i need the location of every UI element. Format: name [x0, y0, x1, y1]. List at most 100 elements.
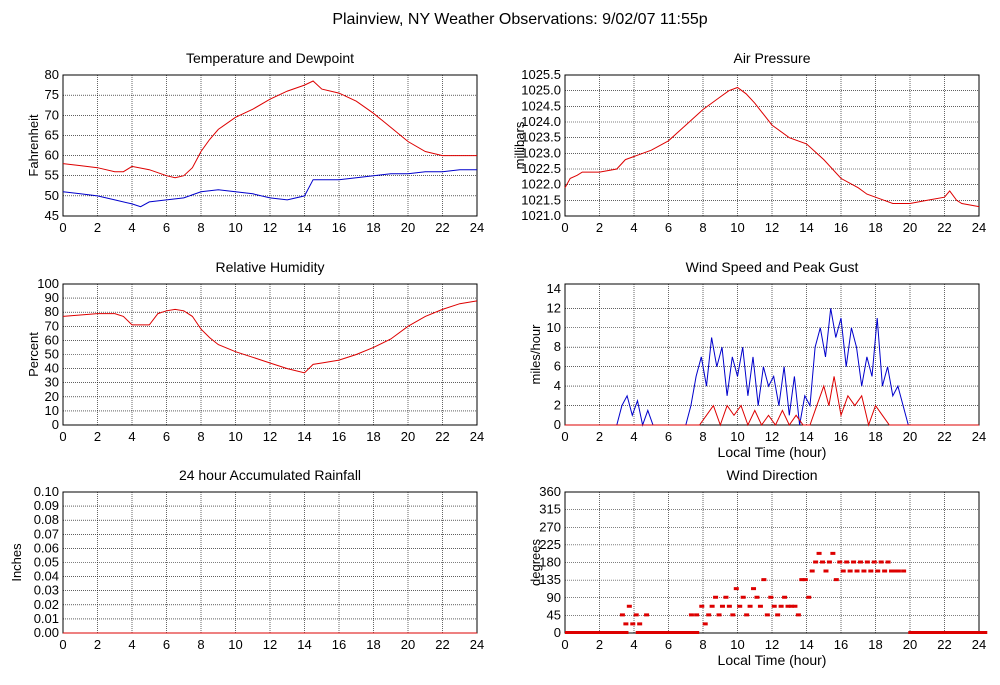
temperature-x-tick-label: 20 [401, 220, 415, 235]
wind-direction-x-tick-label: 10 [730, 637, 744, 652]
temperature-y-axis-label: Fahrenheit [26, 114, 41, 177]
temperature-x-tick-label: 22 [435, 220, 449, 235]
page-title: Plainview, NY Weather Observations: 9/02… [332, 11, 707, 28]
wind-direction-point [599, 631, 610, 634]
wind-direction-y-tick-label: 90 [547, 590, 561, 605]
wind-direction-x-tick-label: 24 [972, 637, 986, 652]
rainfall-y-axis-label: Inches [9, 543, 24, 582]
rainfall-title: 24 hour Accumulated Rainfall [179, 467, 361, 483]
wind-direction-point [922, 631, 933, 634]
humidity-y-tick-label: 30 [45, 375, 59, 390]
humidity-y-tick-label: 0 [52, 417, 59, 432]
wind-direction-x-tick-label: 22 [937, 637, 951, 652]
wind-direction-point [744, 613, 750, 617]
temperature-y-tick-label: 65 [45, 127, 59, 142]
pressure-y-tick-label: 1024.0 [521, 114, 561, 129]
humidity-x-tick-label: 24 [470, 429, 484, 444]
wind-speed-x-tick-label: 4 [630, 429, 637, 444]
wind-direction-point [977, 631, 988, 634]
pressure-x-tick-label: 10 [730, 220, 744, 235]
rainfall-y-tick-label: 0.07 [34, 526, 59, 541]
pressure-x-tick-label: 22 [937, 220, 951, 235]
wind-direction-point [764, 613, 770, 617]
humidity-y-tick-label: 20 [45, 389, 59, 404]
pressure-x-tick-label: 8 [699, 220, 706, 235]
rainfall-x-tick-label: 18 [366, 637, 380, 652]
wind-direction-point [782, 595, 788, 599]
rainfall-x-tick-label: 24 [470, 637, 484, 652]
temperature-x-tick-label: 6 [163, 220, 170, 235]
wind-speed-series-1-line [565, 376, 979, 427]
pressure-series-0-line [564, 86, 980, 208]
wind-direction-point [613, 631, 624, 634]
wind-direction-point [851, 560, 857, 564]
humidity-x-tick-label: 16 [332, 429, 346, 444]
wind-speed-x-tick-label: 22 [937, 429, 951, 444]
wind-direction-point [585, 631, 596, 634]
temperature-x-tick-label: 24 [470, 220, 484, 235]
temperature-series-1-line [62, 169, 477, 208]
temperature-y-tick-label: 60 [45, 148, 59, 163]
temperature-x-tick-label: 0 [59, 220, 66, 235]
wind-direction-x-axis-label: Local Time (hour) [718, 652, 827, 668]
rainfall-x-tick-label: 4 [128, 637, 135, 652]
rainfall-x-tick-label: 2 [94, 637, 101, 652]
wind-direction-point [809, 569, 815, 573]
wind-direction-point [637, 622, 643, 626]
humidity-x-tick-label: 6 [163, 429, 170, 444]
rainfall-x-tick-label: 10 [228, 637, 242, 652]
pressure-y-axis-label: millibars [512, 121, 527, 169]
wind-direction-point [935, 631, 946, 634]
wind-direction-point [861, 569, 867, 573]
wind-direction-point [792, 604, 798, 608]
wind-direction-point [844, 560, 850, 564]
wind-direction-point [730, 613, 736, 617]
wind-direction-point [592, 631, 603, 634]
humidity-x-tick-label: 8 [197, 429, 204, 444]
wind-direction-point [649, 631, 660, 634]
wind-speed-y-tick-label: 0 [554, 417, 561, 432]
wind-direction-point [892, 569, 898, 573]
wind-direction-point [813, 560, 819, 564]
wind-speed-y-axis-label: miles/hour [528, 324, 543, 385]
wind-direction-point [895, 569, 901, 573]
wind-direction-x-tick-label: 6 [665, 637, 672, 652]
temperature-x-tick-label: 4 [128, 220, 135, 235]
wind-direction-point [857, 560, 863, 564]
wind-direction-point [761, 578, 767, 582]
temperature-x-tick-label: 8 [197, 220, 204, 235]
humidity-x-tick-label: 0 [59, 429, 66, 444]
pressure-y-tick-label: 1023.0 [521, 145, 561, 160]
wind-direction-point [713, 595, 719, 599]
temperature-x-tick-label: 14 [297, 220, 311, 235]
wind-speed-x-tick-label: 16 [834, 429, 848, 444]
wind-direction-point [571, 631, 582, 634]
wind-direction-point [642, 631, 653, 634]
temperature-y-tick-label: 80 [45, 67, 59, 82]
humidity-x-tick-label: 22 [435, 429, 449, 444]
wind-direction-point [656, 631, 667, 634]
wind-direction-point [837, 560, 843, 564]
rainfall-chart: 0 2 4 6 8 10 12 14 16 18 20 22 240.000.010.020.030.0… [9, 467, 484, 652]
humidity-x-tick-label: 12 [263, 429, 277, 444]
wind-direction-y-tick-label: 315 [539, 502, 561, 517]
wind-speed-x-tick-label: 20 [903, 429, 917, 444]
wind-direction-point [677, 631, 688, 634]
pressure-y-tick-label: 1021.5 [521, 192, 561, 207]
wind-speed-y-tick-label: 4 [554, 378, 561, 393]
wind-direction-point [578, 631, 589, 634]
wind-direction-point [747, 604, 753, 608]
rainfall-y-tick-label: 0.10 [34, 484, 59, 499]
wind-direction-point [840, 569, 846, 573]
wind-direction-point [882, 569, 888, 573]
wind-direction-chart: 0 2 4 6 8 10 12 14 16 18 20 22 240459013518022527031… [528, 467, 988, 668]
rainfall-y-tick-label: 0.06 [34, 540, 59, 555]
temperature-chart: 0 2 4 6 8 10 12 14 16 18 20 22 244550556065707580Tem… [26, 50, 484, 235]
wind-direction-point [709, 604, 715, 608]
wind-direction-point [889, 569, 895, 573]
temperature-title: Temperature and Dewpoint [186, 50, 354, 66]
humidity-y-tick-label: 70 [45, 318, 59, 333]
wind-direction-point [778, 604, 784, 608]
wind-direction-y-tick-label: 135 [539, 572, 561, 587]
wind-speed-x-tick-label: 12 [765, 429, 779, 444]
